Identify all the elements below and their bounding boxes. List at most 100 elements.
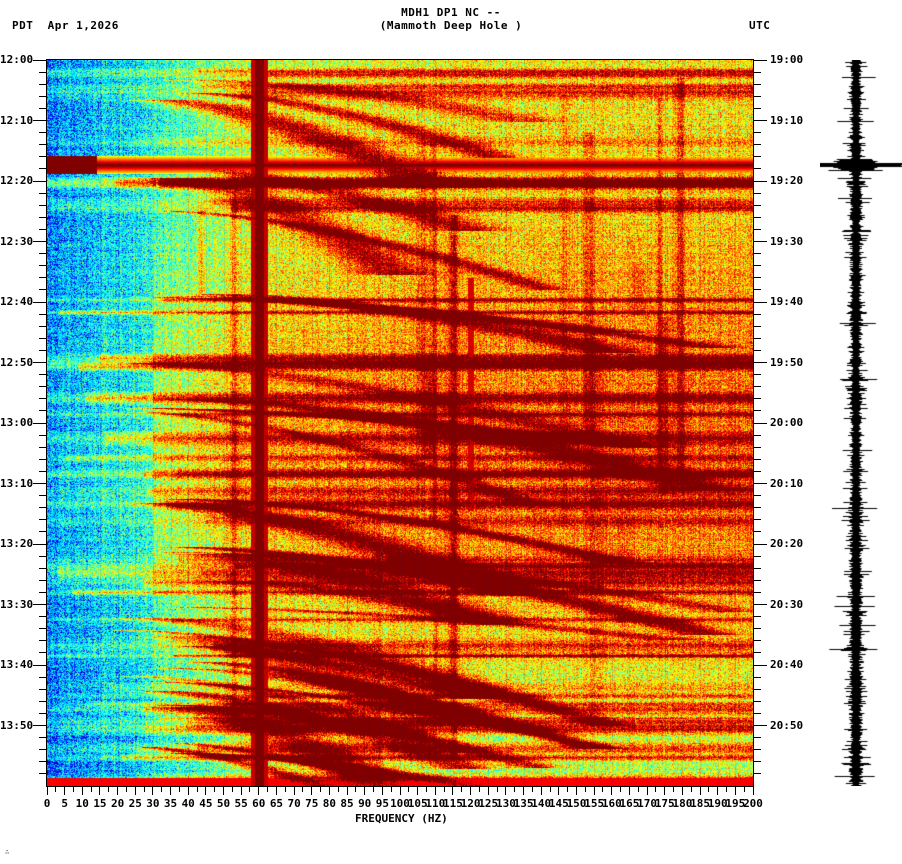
tick-label-frequency: 130 [495, 797, 516, 810]
x-axis-label: FREQUENCY (HZ) [355, 812, 448, 825]
tick-minor-frequency [461, 786, 463, 792]
tick-minor-utc [753, 531, 761, 533]
tick-label-frequency: 200 [743, 797, 763, 810]
page-title: MDH1 DP1 NC -- [401, 6, 501, 19]
tick-minor-pdt [39, 470, 47, 472]
tick-major-frequency [487, 786, 489, 795]
tick-minor-frequency [178, 786, 180, 792]
tick-label-frequency: 100 [390, 797, 410, 810]
tick-major-frequency [223, 786, 224, 795]
tick-minor-utc [753, 289, 761, 291]
tick-minor-utc [753, 325, 761, 327]
tick-major-utc [753, 664, 767, 666]
tick-major-pdt [33, 241, 47, 242]
tick-minor-pdt [39, 773, 47, 775]
tick-major-frequency [205, 786, 207, 795]
tick-major-frequency [152, 786, 154, 795]
tick-label-utc: 20:50 [770, 718, 804, 732]
tick-label-utc: 19:20 [770, 174, 804, 187]
tick-minor-utc [753, 313, 761, 315]
corner-artifact-mark: ∴ [5, 848, 10, 856]
tick-major-utc [753, 362, 767, 363]
tick-minor-utc [753, 349, 761, 351]
tick-minor-pdt [39, 71, 47, 73]
tick-minor-pdt [39, 107, 47, 109]
tick-minor-pdt [39, 95, 47, 97]
tick-label-frequency: 110 [425, 797, 446, 810]
tick-minor-pdt [39, 132, 47, 134]
tick-minor-utc [753, 156, 761, 158]
tick-label-frequency: 30 [146, 797, 160, 810]
tick-minor-utc [753, 446, 761, 448]
tick-minor-pdt [39, 749, 47, 751]
tick-major-utc [753, 120, 767, 121]
tick-minor-frequency [125, 786, 127, 792]
tick-major-utc [753, 301, 767, 303]
tick-minor-pdt [39, 676, 47, 678]
tick-major-frequency [452, 786, 454, 795]
tick-minor-frequency [425, 786, 427, 792]
tick-label-frequency: 165 [619, 797, 640, 810]
tick-major-pdt [33, 543, 47, 545]
tick-major-frequency [628, 786, 630, 795]
tick-label-frequency: 0 [43, 797, 51, 810]
tick-label-utc: 19:00 [770, 53, 804, 66]
tick-minor-utc [753, 192, 761, 194]
tick-minor-utc [753, 579, 761, 581]
tick-major-frequency [293, 786, 295, 795]
tick-major-utc [753, 422, 767, 424]
tick-minor-utc [753, 749, 761, 751]
seismogram-trace [820, 60, 902, 786]
tick-minor-pdt [39, 289, 47, 291]
tick-minor-utc [753, 386, 761, 388]
tick-label-pdt: 12:50 [0, 355, 34, 369]
tick-label-utc: 19:10 [770, 113, 804, 127]
frequency-axis-line [47, 786, 753, 787]
tick-label-frequency: 170 [637, 797, 658, 810]
tick-minor-utc [753, 398, 761, 400]
tick-major-pdt [33, 120, 47, 121]
tick-major-pdt [33, 59, 47, 61]
tick-major-frequency [364, 786, 366, 795]
tick-label-frequency: 135 [513, 797, 534, 810]
tick-minor-frequency [690, 786, 692, 792]
tick-minor-utc [753, 616, 761, 618]
tick-minor-pdt [39, 628, 47, 630]
tick-minor-frequency [567, 786, 569, 792]
tick-minor-pdt [39, 700, 47, 702]
tick-minor-frequency [673, 786, 675, 792]
tick-minor-pdt [39, 555, 47, 557]
tick-minor-utc [753, 712, 761, 714]
tick-label-frequency: 150 [566, 797, 587, 810]
tick-label-pdt: 12:40 [0, 295, 34, 308]
tick-minor-utc [753, 640, 761, 642]
tick-minor-pdt [39, 386, 47, 388]
tick-minor-utc [753, 107, 761, 109]
tick-label-frequency: 50 [216, 797, 231, 810]
tick-minor-frequency [267, 786, 269, 792]
tick-minor-pdt [39, 616, 47, 618]
tick-major-pdt [33, 180, 47, 182]
tick-minor-pdt [39, 204, 47, 206]
tick-minor-pdt [39, 228, 47, 230]
tick-major-frequency [611, 786, 613, 795]
tick-minor-frequency [108, 786, 110, 792]
time-axis-utc: 19:00 19:10 19:20 19:30 19:40 19:50 20:00 20:10… [753, 0, 902, 864]
tick-label-frequency: 185 [690, 797, 710, 810]
tick-major-pdt [33, 725, 47, 726]
tick-minor-utc [753, 507, 761, 509]
tick-minor-utc [753, 700, 761, 702]
tick-major-frequency [99, 786, 101, 795]
spectrogram-plot[interactable] [47, 60, 753, 786]
tick-minor-frequency [90, 786, 92, 792]
tick-label-frequency: 85 [340, 797, 354, 810]
tick-label-pdt: 13:00 [0, 416, 34, 429]
tick-minor-utc [753, 761, 761, 763]
tick-major-pdt [33, 483, 47, 484]
tick-label-utc: 20:30 [770, 597, 804, 611]
tick-minor-pdt [39, 337, 47, 339]
tick-label-pdt: 13:50 [0, 718, 34, 732]
tick-major-utc [753, 241, 767, 242]
tick-minor-utc [753, 495, 761, 497]
tick-major-pdt [33, 604, 47, 605]
